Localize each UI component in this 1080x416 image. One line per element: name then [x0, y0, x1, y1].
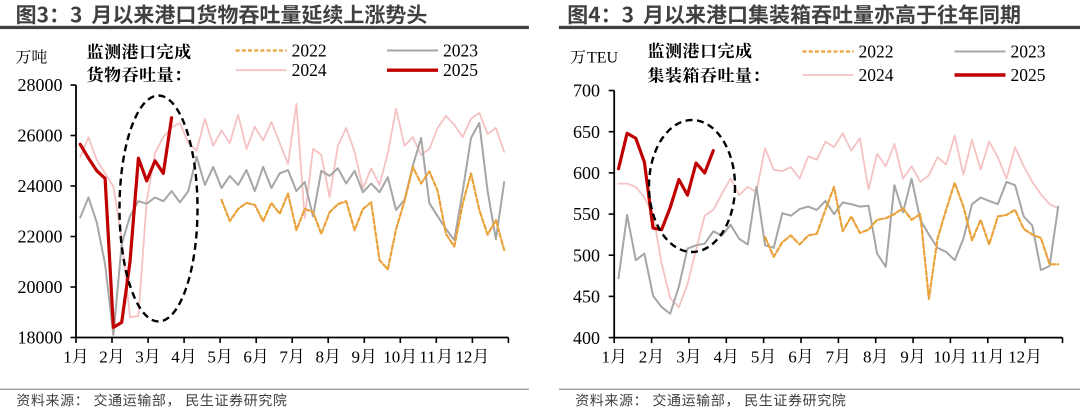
- svg-text:2024: 2024: [292, 60, 327, 80]
- svg-text:12: 12: [1008, 347, 1025, 366]
- svg-text:7: 7: [826, 347, 835, 366]
- svg-text:11: 11: [971, 347, 987, 366]
- svg-text:20000: 20000: [18, 277, 63, 297]
- svg-text:8: 8: [863, 347, 872, 366]
- svg-text:700: 700: [573, 81, 600, 101]
- svg-text:2025: 2025: [1011, 65, 1046, 85]
- svg-text:4: 4: [714, 347, 723, 366]
- svg-text:550: 550: [573, 204, 600, 224]
- svg-text:28000: 28000: [18, 75, 63, 95]
- svg-text:2023: 2023: [443, 40, 478, 60]
- svg-text:6: 6: [243, 347, 252, 366]
- svg-text:1: 1: [602, 347, 611, 366]
- svg-text:4: 4: [171, 347, 180, 366]
- svg-text:400: 400: [573, 328, 600, 348]
- svg-text:10: 10: [383, 347, 400, 366]
- svg-text:2025: 2025: [443, 60, 478, 80]
- svg-text:2: 2: [99, 347, 108, 366]
- svg-text:2024: 2024: [859, 65, 894, 85]
- svg-text:450: 450: [573, 287, 600, 307]
- svg-text:9: 9: [352, 347, 361, 366]
- svg-text:10: 10: [933, 347, 950, 366]
- svg-text:650: 650: [573, 122, 600, 142]
- svg-text:3: 3: [135, 347, 144, 366]
- svg-text:2022: 2022: [292, 40, 327, 60]
- svg-text:8: 8: [316, 347, 325, 366]
- svg-text:2: 2: [639, 347, 648, 366]
- svg-text:3: 3: [676, 347, 685, 366]
- svg-text:5: 5: [207, 347, 216, 366]
- svg-text:1: 1: [63, 347, 71, 366]
- svg-text:2022: 2022: [859, 41, 894, 61]
- svg-text:2023: 2023: [1011, 41, 1046, 61]
- svg-text:TEU: TEU: [587, 50, 619, 67]
- svg-text:26000: 26000: [18, 126, 63, 146]
- svg-text:9: 9: [900, 347, 909, 366]
- svg-text:11: 11: [419, 347, 435, 366]
- svg-text:7: 7: [279, 347, 288, 366]
- svg-text:5: 5: [751, 347, 760, 366]
- svg-text:12: 12: [455, 347, 472, 366]
- svg-text:18000: 18000: [18, 328, 63, 348]
- svg-text:6: 6: [788, 347, 797, 366]
- svg-text:500: 500: [573, 245, 600, 265]
- svg-text:22000: 22000: [18, 227, 63, 247]
- svg-text:600: 600: [573, 163, 600, 183]
- svg-text:24000: 24000: [18, 176, 63, 196]
